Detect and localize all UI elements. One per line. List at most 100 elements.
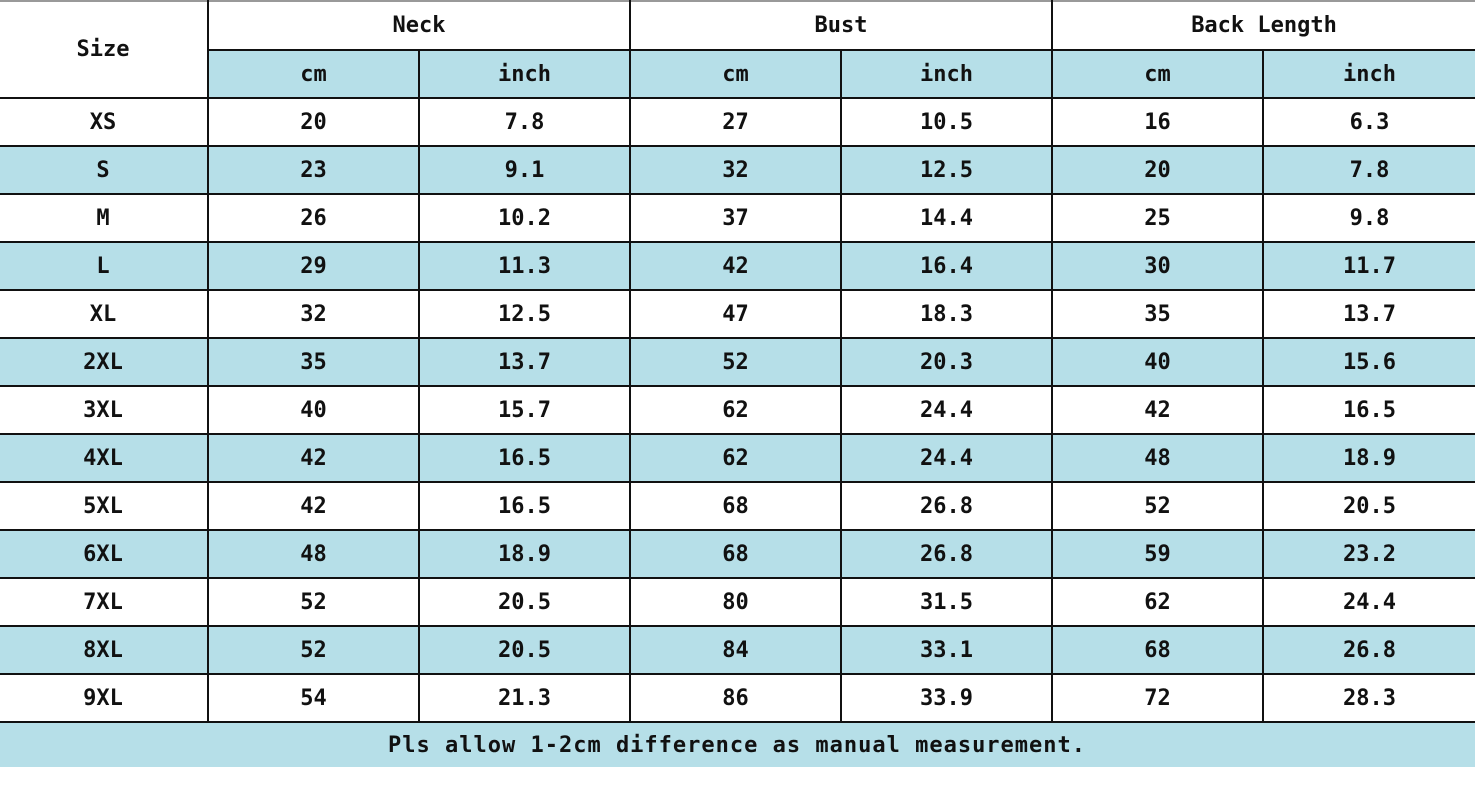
value-cell: 24.4	[840, 433, 1054, 483]
value-cell: 20	[207, 97, 420, 147]
table-row: 2XL 35 13.7 52 20.3 40 15.6	[0, 337, 1475, 387]
value-cell: 35	[207, 337, 420, 387]
table-body: XS 20 7.8 27 10.5 16 6.3 S 23 9.1 32 12.5 20 7.8 M 26 10…	[0, 97, 1475, 723]
value-cell: 7.8	[1262, 145, 1475, 195]
value-cell: 16.5	[1262, 385, 1475, 435]
value-cell: 10.2	[417, 193, 632, 243]
size-cell: M	[0, 193, 209, 243]
value-cell: 28.3	[1262, 673, 1475, 723]
footer-row: Pls allow 1-2cm difference as manual mea…	[0, 721, 1475, 767]
value-cell: 40	[1051, 337, 1265, 387]
size-cell: 7XL	[0, 577, 209, 627]
value-cell: 11.7	[1262, 241, 1475, 291]
value-cell: 30	[1051, 241, 1265, 291]
value-cell: 16.5	[417, 481, 632, 531]
value-cell: 11.3	[417, 241, 632, 291]
unit-header: cm	[629, 49, 843, 99]
value-cell: 26.8	[840, 529, 1054, 579]
value-cell: 10.5	[840, 97, 1054, 147]
value-cell: 27	[629, 97, 843, 147]
size-header: Size	[0, 1, 209, 99]
size-chart-table: Size Neck Bust Back Length cm inch cm in…	[0, 0, 1475, 767]
table-row: 5XL 42 16.5 68 26.8 52 20.5	[0, 481, 1475, 531]
value-cell: 20.5	[417, 577, 632, 627]
value-cell: 16	[1051, 97, 1265, 147]
unit-header: inch	[840, 49, 1054, 99]
value-cell: 23.2	[1262, 529, 1475, 579]
value-cell: 18.9	[417, 529, 632, 579]
footer-note: Pls allow 1-2cm difference as manual mea…	[0, 721, 1475, 767]
value-cell: 20.5	[417, 625, 632, 675]
value-cell: 13.7	[1262, 289, 1475, 339]
value-cell: 26.8	[1262, 625, 1475, 675]
value-cell: 23	[207, 145, 420, 195]
value-cell: 62	[629, 433, 843, 483]
value-cell: 52	[207, 577, 420, 627]
unit-header: inch	[1262, 49, 1475, 99]
value-cell: 52	[629, 337, 843, 387]
value-cell: 12.5	[417, 289, 632, 339]
value-cell: 72	[1051, 673, 1265, 723]
value-cell: 52	[1051, 481, 1265, 531]
table-row: L 29 11.3 42 16.4 30 11.7	[0, 241, 1475, 291]
size-cell: 4XL	[0, 433, 209, 483]
value-cell: 62	[629, 385, 843, 435]
header-row-units: cm inch cm inch cm inch	[0, 49, 1475, 99]
value-cell: 86	[629, 673, 843, 723]
size-cell: 6XL	[0, 529, 209, 579]
value-cell: 26	[207, 193, 420, 243]
size-cell: S	[0, 145, 209, 195]
unit-header: cm	[1051, 49, 1265, 99]
value-cell: 18.9	[1262, 433, 1475, 483]
value-cell: 32	[207, 289, 420, 339]
value-cell: 9.8	[1262, 193, 1475, 243]
size-cell: XL	[0, 289, 209, 339]
value-cell: 21.3	[417, 673, 632, 723]
value-cell: 37	[629, 193, 843, 243]
unit-header: cm	[207, 49, 420, 99]
value-cell: 35	[1051, 289, 1265, 339]
table-row: 4XL 42 16.5 62 24.4 48 18.9	[0, 433, 1475, 483]
value-cell: 68	[629, 529, 843, 579]
value-cell: 15.7	[417, 385, 632, 435]
size-cell: L	[0, 241, 209, 291]
back-length-header: Back Length	[1051, 1, 1475, 51]
table-row: 9XL 54 21.3 86 33.9 72 28.3	[0, 673, 1475, 723]
value-cell: 33.9	[840, 673, 1054, 723]
value-cell: 48	[207, 529, 420, 579]
value-cell: 24.4	[1262, 577, 1475, 627]
value-cell: 20.3	[840, 337, 1054, 387]
bust-header: Bust	[629, 1, 1054, 51]
value-cell: 84	[629, 625, 843, 675]
value-cell: 18.3	[840, 289, 1054, 339]
value-cell: 24.4	[840, 385, 1054, 435]
table-row: 6XL 48 18.9 68 26.8 59 23.2	[0, 529, 1475, 579]
size-cell: 2XL	[0, 337, 209, 387]
value-cell: 33.1	[840, 625, 1054, 675]
value-cell: 42	[1051, 385, 1265, 435]
size-cell: 8XL	[0, 625, 209, 675]
value-cell: 59	[1051, 529, 1265, 579]
value-cell: 13.7	[417, 337, 632, 387]
value-cell: 48	[1051, 433, 1265, 483]
size-cell: 9XL	[0, 673, 209, 723]
value-cell: 42	[629, 241, 843, 291]
value-cell: 20	[1051, 145, 1265, 195]
table-row: M 26 10.2 37 14.4 25 9.8	[0, 193, 1475, 243]
table-row: 7XL 52 20.5 80 31.5 62 24.4	[0, 577, 1475, 627]
value-cell: 9.1	[417, 145, 632, 195]
table-row: 3XL 40 15.7 62 24.4 42 16.5	[0, 385, 1475, 435]
value-cell: 29	[207, 241, 420, 291]
value-cell: 15.6	[1262, 337, 1475, 387]
value-cell: 6.3	[1262, 97, 1475, 147]
value-cell: 25	[1051, 193, 1265, 243]
value-cell: 14.4	[840, 193, 1054, 243]
size-cell: XS	[0, 97, 209, 147]
value-cell: 16.5	[417, 433, 632, 483]
value-cell: 26.8	[840, 481, 1054, 531]
value-cell: 40	[207, 385, 420, 435]
value-cell: 52	[207, 625, 420, 675]
value-cell: 54	[207, 673, 420, 723]
value-cell: 31.5	[840, 577, 1054, 627]
table-row: XL 32 12.5 47 18.3 35 13.7	[0, 289, 1475, 339]
